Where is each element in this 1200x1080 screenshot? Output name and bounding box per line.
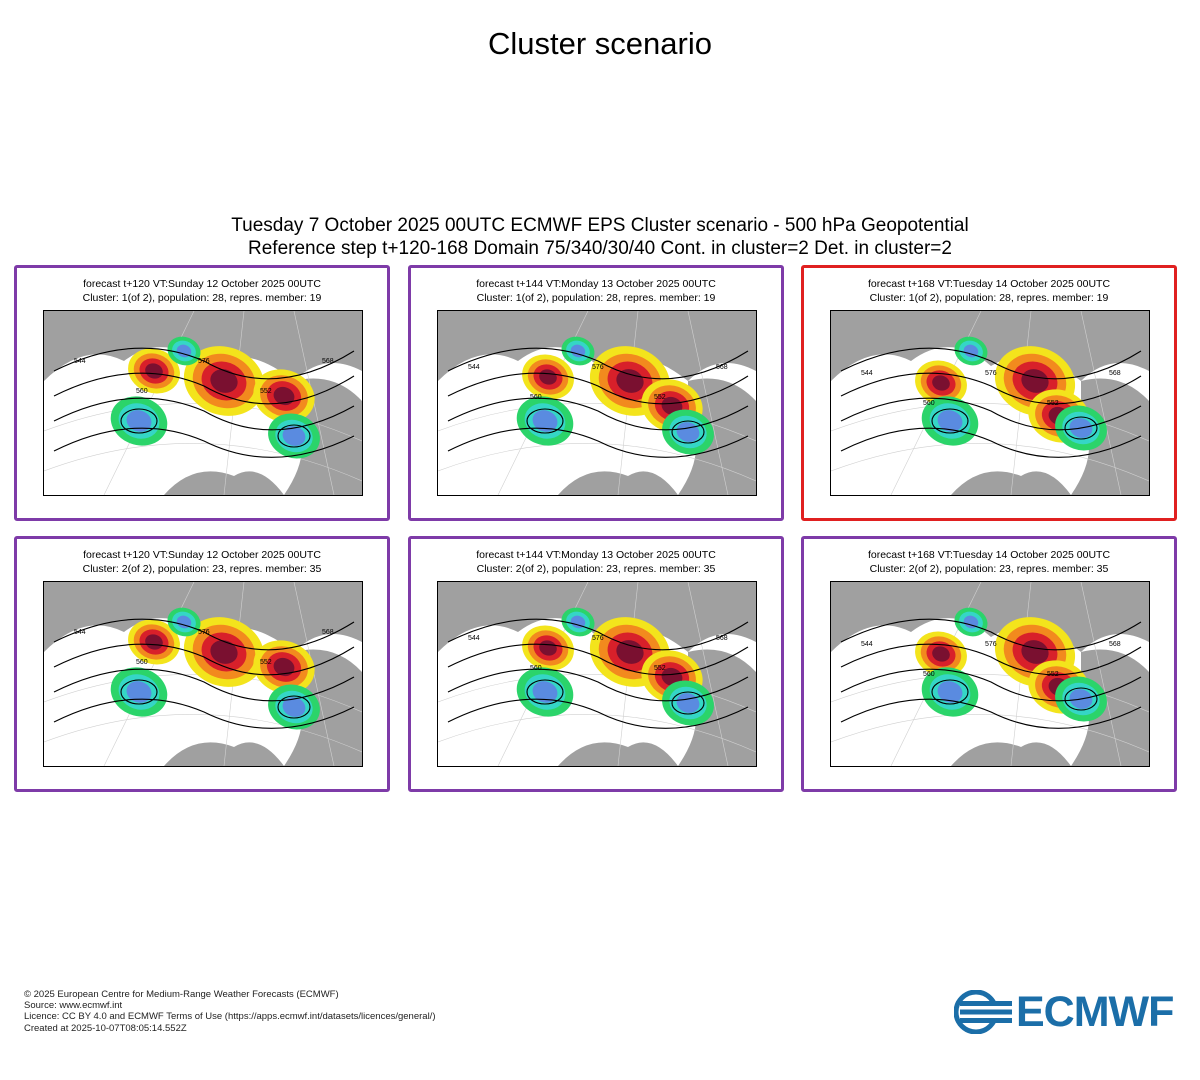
land-north [438, 311, 756, 381]
geopotential-map: 544 560 576 552 568 [830, 310, 1150, 496]
contour-label: 576 [198, 629, 210, 636]
panel-title: forecast t+168 VT:Tuesday 14 October 202… [867, 278, 1111, 290]
geopotential-map: 544 560 576 552 568 [437, 310, 757, 496]
forecast-panel: forecast t+120 VT:Sunday 12 October 2025… [14, 265, 390, 521]
contour-label: 544 [468, 635, 480, 642]
page-title: Cluster scenario [488, 26, 712, 61]
geopotential-map: 544 560 576 552 568 [43, 581, 363, 767]
land-south [558, 742, 678, 766]
logo-text: ECMWF [1016, 988, 1174, 1036]
panel-title: forecast t+144 VT:Monday 13 October 2025… [476, 549, 716, 561]
panel-subtitle: Cluster: 2(of 2), population: 23, repres… [82, 563, 322, 575]
panel-title: forecast t+168 VT:Tuesday 14 October 202… [867, 549, 1111, 561]
land-east [1071, 649, 1149, 766]
panel-title: forecast t+120 VT:Sunday 12 October 2025… [83, 278, 321, 290]
geopotential-map: 544 560 576 552 568 [437, 581, 757, 767]
contour-label: 568 [716, 635, 728, 642]
forecast-panel: forecast t+120 VT:Sunday 12 October 2025… [14, 536, 390, 792]
contour-label: 544 [861, 641, 873, 648]
forecast-panel: forecast t+144 VT:Monday 13 October 2025… [408, 265, 784, 521]
chart-header-line2: Reference step t+120-168 Domain 75/340/3… [248, 238, 952, 259]
panel-subtitle: Cluster: 2(of 2), population: 23, repres… [869, 563, 1109, 575]
geopotential-map: 544 560 576 552 568 [43, 310, 363, 496]
forecast-panel: forecast t+168 VT:Tuesday 14 October 202… [801, 536, 1177, 792]
panel-subtitle: Cluster: 1(of 2), population: 28, repres… [869, 292, 1109, 304]
ecmwf-logo: ECMWF [954, 990, 1180, 1034]
panel-subtitle: Cluster: 1(of 2), population: 28, repres… [82, 292, 322, 304]
contour-label: 560 [923, 400, 935, 407]
contour-label: 568 [322, 629, 334, 636]
land-north [44, 582, 362, 652]
panel-subtitle: Cluster: 1(of 2), population: 28, repres… [476, 292, 716, 304]
contour-label: 560 [923, 671, 935, 678]
contour-label: 568 [1109, 641, 1121, 648]
footer-licence: Licence: CC BY 4.0 and ECMWF Terms of Us… [24, 1011, 436, 1023]
contour-label: 576 [985, 370, 997, 377]
land-north [438, 582, 756, 652]
contour-label: 576 [985, 641, 997, 648]
forecast-panel: forecast t+168 VT:Tuesday 14 October 202… [801, 265, 1177, 521]
contour-label: 544 [468, 364, 480, 371]
contour-label: 552 [260, 659, 272, 666]
panel-title: forecast t+144 VT:Monday 13 October 2025… [476, 278, 716, 290]
contour-label: 544 [74, 629, 86, 636]
land-south [951, 471, 1071, 495]
contour-label: 544 [861, 370, 873, 377]
land-south [164, 742, 284, 766]
land-south [951, 742, 1071, 766]
land-north [44, 311, 362, 381]
land-north [831, 582, 1149, 652]
footer-source: Source: www.ecmwf.int [24, 1000, 123, 1012]
panel-title: forecast t+120 VT:Sunday 12 October 2025… [83, 549, 321, 561]
footer-copyright: © 2025 European Centre for Medium-Range … [24, 989, 339, 1000]
contour-label: 552 [260, 388, 272, 395]
land-south [558, 471, 678, 495]
ecmwf-logo-icon [954, 990, 1014, 1034]
forecast-panel: forecast t+144 VT:Monday 13 October 2025… [408, 536, 784, 792]
land-east [1071, 378, 1149, 495]
contour-label: 544 [74, 358, 86, 365]
footer-created: Created at 2025-10-07T08:05:14.552Z [24, 1022, 187, 1034]
contour-label: 560 [136, 388, 148, 395]
contour-label: 576 [198, 358, 210, 365]
land-south [164, 471, 284, 495]
contour-label: 552 [1047, 671, 1059, 678]
contour-label: 560 [136, 659, 148, 666]
chart-header-line1: Tuesday 7 October 2025 00UTC ECMWF EPS C… [231, 215, 969, 236]
contour-label: 568 [1109, 370, 1121, 377]
contour-label: 568 [716, 364, 728, 371]
contour-label: 576 [592, 364, 604, 371]
contour-label: 552 [654, 394, 666, 401]
contour-label: 552 [654, 665, 666, 672]
contour-label: 560 [530, 665, 542, 672]
contour-label: 576 [592, 635, 604, 642]
footer: © 2025 European Centre for Medium-Range … [24, 989, 436, 1034]
geopotential-map: 544 560 576 552 568 [830, 581, 1150, 767]
contour-label: 560 [530, 394, 542, 401]
contour-label: 552 [1047, 400, 1059, 407]
contour-label: 568 [322, 358, 334, 365]
panel-subtitle: Cluster: 2(of 2), population: 23, repres… [476, 563, 716, 575]
land-north [831, 311, 1149, 381]
